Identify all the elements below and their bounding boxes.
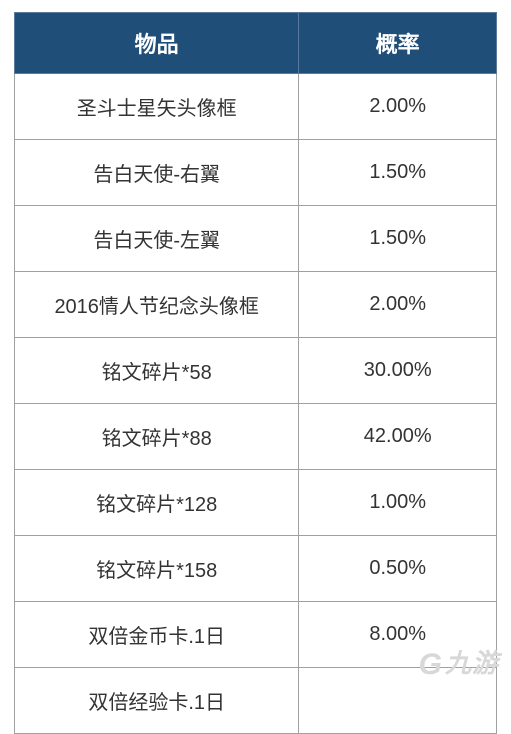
table-row: 铭文碎片*158 0.50% (15, 536, 497, 602)
table-row: 铭文碎片*88 42.00% (15, 404, 497, 470)
item-cell: 铭文碎片*58 (15, 338, 299, 404)
item-cell: 双倍经验卡.1日 (15, 668, 299, 734)
table-container: 物品 概率 圣斗士星矢头像框 2.00% 告白天使-右翼 1.50% 告白天使-… (0, 0, 511, 734)
table-row: 告白天使-左翼 1.50% (15, 206, 497, 272)
rate-cell: 2.00% (299, 272, 497, 338)
column-header-item: 物品 (15, 13, 299, 74)
table-row: 告白天使-右翼 1.50% (15, 140, 497, 206)
rate-cell (299, 668, 497, 734)
rate-cell: 1.50% (299, 140, 497, 206)
table-row: 双倍金币卡.1日 8.00% (15, 602, 497, 668)
table-row: 双倍经验卡.1日 (15, 668, 497, 734)
rate-cell: 1.50% (299, 206, 497, 272)
item-cell: 双倍金币卡.1日 (15, 602, 299, 668)
item-cell: 告白天使-左翼 (15, 206, 299, 272)
column-header-rate: 概率 (299, 13, 497, 74)
table-header-row: 物品 概率 (15, 13, 497, 74)
item-cell: 铭文碎片*158 (15, 536, 299, 602)
rate-cell: 2.00% (299, 74, 497, 140)
table-row: 铭文碎片*58 30.00% (15, 338, 497, 404)
item-cell: 2016情人节纪念头像框 (15, 272, 299, 338)
rate-cell: 0.50% (299, 536, 497, 602)
rate-cell: 42.00% (299, 404, 497, 470)
table-row: 铭文碎片*128 1.00% (15, 470, 497, 536)
rate-cell: 30.00% (299, 338, 497, 404)
rate-cell: 1.00% (299, 470, 497, 536)
item-cell: 铭文碎片*128 (15, 470, 299, 536)
probability-table: 物品 概率 圣斗士星矢头像框 2.00% 告白天使-右翼 1.50% 告白天使-… (14, 12, 497, 734)
item-cell: 告白天使-右翼 (15, 140, 299, 206)
rate-cell: 8.00% (299, 602, 497, 668)
item-cell: 圣斗士星矢头像框 (15, 74, 299, 140)
item-cell: 铭文碎片*88 (15, 404, 299, 470)
table-row: 2016情人节纪念头像框 2.00% (15, 272, 497, 338)
table-row: 圣斗士星矢头像框 2.00% (15, 74, 497, 140)
